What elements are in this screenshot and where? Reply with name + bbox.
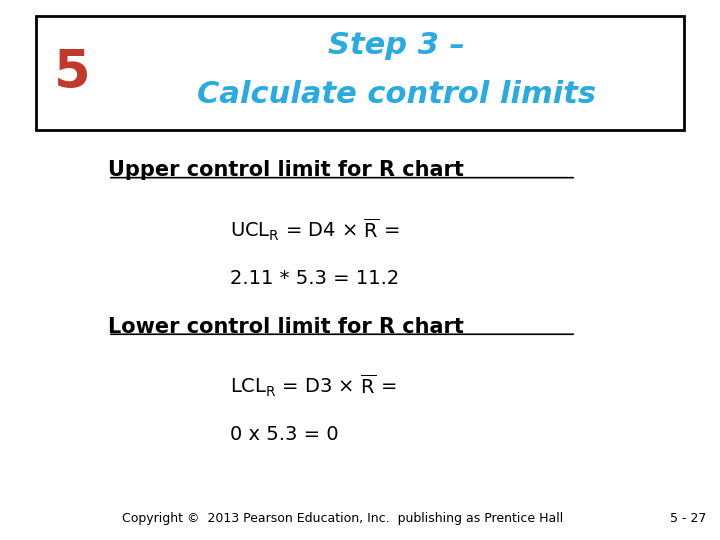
- Text: 2.11 * 5.3 = 11.2: 2.11 * 5.3 = 11.2: [230, 268, 400, 288]
- Text: LCL$_\mathrm{R}$ = D3 $\times$ $\overline{\mathrm{R}}$ =: LCL$_\mathrm{R}$ = D3 $\times$ $\overlin…: [230, 373, 397, 399]
- Text: Lower control limit for R chart: Lower control limit for R chart: [108, 316, 464, 337]
- Text: 0 x 5.3 = 0: 0 x 5.3 = 0: [230, 425, 339, 444]
- Text: Copyright ©  2013 Pearson Education, Inc.  publishing as Prentice Hall: Copyright © 2013 Pearson Education, Inc.…: [122, 512, 564, 525]
- FancyBboxPatch shape: [36, 16, 684, 130]
- Text: Step 3 –: Step 3 –: [328, 31, 464, 60]
- Text: UCL$_\mathrm{R}$ = D4 $\times$ $\overline{\mathrm{R}}$ =: UCL$_\mathrm{R}$ = D4 $\times$ $\overlin…: [230, 217, 400, 242]
- Text: 5 - 27: 5 - 27: [670, 512, 706, 525]
- Text: Upper control limit for R chart: Upper control limit for R chart: [108, 160, 464, 180]
- Text: 5: 5: [54, 47, 90, 99]
- Text: Calculate control limits: Calculate control limits: [197, 80, 595, 109]
